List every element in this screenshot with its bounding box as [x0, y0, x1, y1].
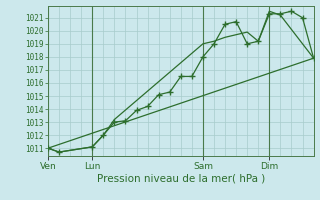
X-axis label: Pression niveau de la mer( hPa ): Pression niveau de la mer( hPa ) — [97, 173, 265, 183]
